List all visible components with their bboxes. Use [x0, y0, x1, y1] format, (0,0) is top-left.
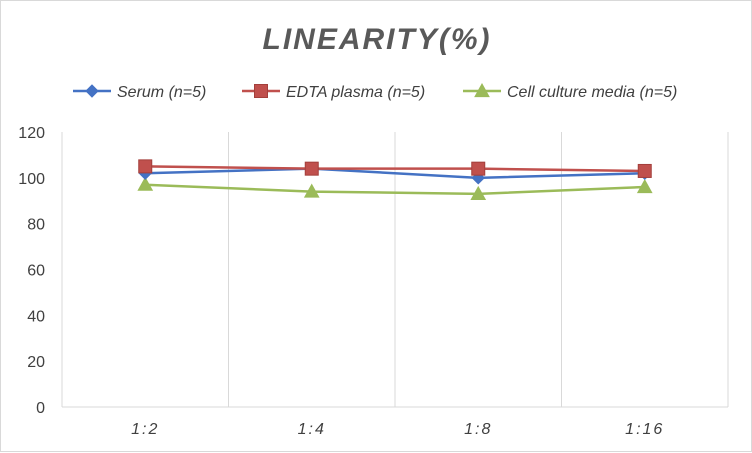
chart-title: LINEARITY(%) — [263, 23, 492, 56]
y-tick-label: 40 — [27, 308, 45, 325]
legend-label: Serum (n=5) — [117, 84, 206, 101]
legend-marker — [254, 84, 268, 98]
gridlines — [228, 132, 729, 407]
y-tick-label: 100 — [18, 171, 45, 188]
series-line — [145, 183, 645, 196]
x-tick-label: 1:8 — [464, 421, 492, 438]
legend-label: EDTA plasma (n=5) — [286, 84, 425, 101]
x-tick-label: 1:2 — [131, 421, 159, 438]
legend-marker — [85, 84, 99, 98]
data-point — [471, 161, 486, 176]
x-tick-label: 1:16 — [625, 421, 664, 438]
data-point — [137, 176, 154, 191]
series-line — [145, 165, 645, 173]
data-point — [470, 185, 487, 200]
legend-item: EDTA plasma (n=5) — [242, 84, 425, 101]
data-point — [637, 163, 652, 178]
data-point — [138, 159, 153, 174]
series-group — [137, 159, 653, 200]
y-tick-label: 80 — [27, 217, 45, 234]
y-tick-label: 120 — [18, 125, 45, 142]
legend-item: Cell culture media (n=5) — [463, 82, 677, 101]
legend-item: Serum (n=5) — [73, 84, 206, 101]
y-tick-label: 20 — [27, 354, 45, 371]
series-1 — [138, 159, 652, 178]
data-point — [303, 183, 320, 198]
axes: 0 20 40 60 80 100 120 1:2 1:4 1:8 1:16 — [18, 125, 728, 438]
legend: Serum (n=5) EDTA plasma (n=5) Cell culture… — [73, 82, 677, 101]
legend-label: Cell culture media (n=5) — [507, 84, 677, 101]
data-point — [304, 161, 319, 176]
series-line — [145, 167, 645, 180]
legend-marker — [474, 82, 490, 98]
y-tick-label: 0 — [36, 400, 45, 417]
series-2 — [137, 176, 653, 200]
y-tick-label: 60 — [27, 263, 45, 280]
data-point — [636, 178, 653, 194]
x-tick-label: 1:4 — [298, 421, 326, 438]
